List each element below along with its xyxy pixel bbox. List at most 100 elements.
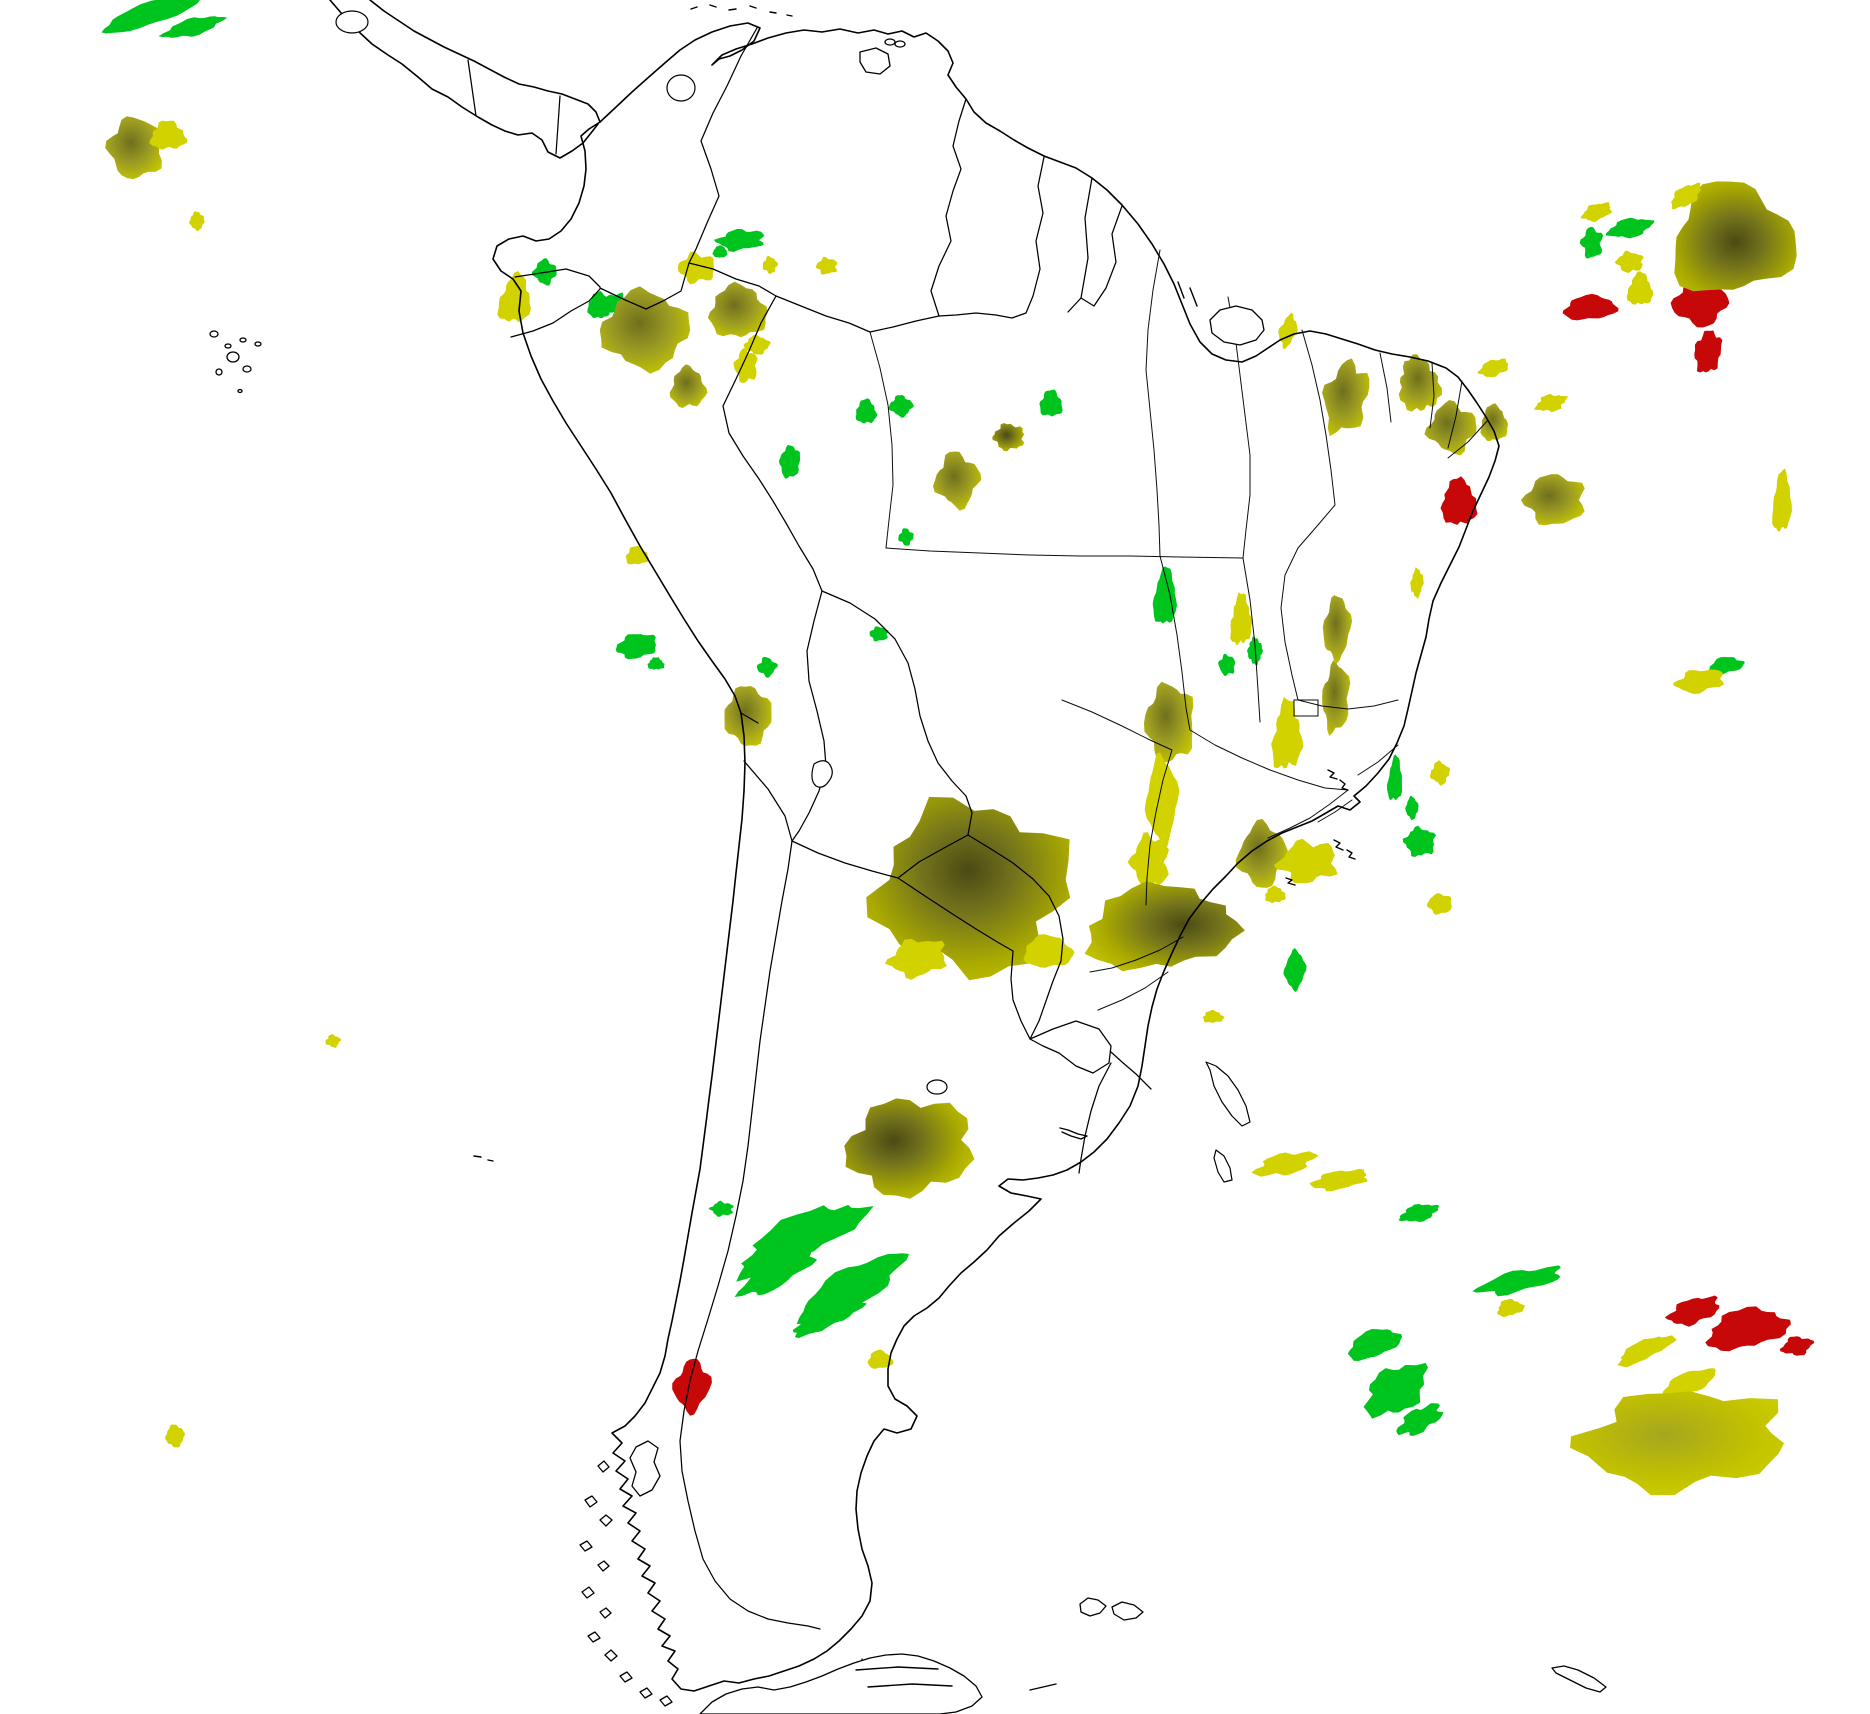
hazard-blob-green-12 [1039, 389, 1063, 417]
hazard-blob-green-30 [793, 1297, 867, 1339]
hazard-blob-yellow-85 [1144, 752, 1180, 848]
hazard-blob-yellow-75 [1230, 592, 1253, 646]
hazard-blob-yellow-66 [1480, 403, 1509, 442]
chiloe-island [629, 1440, 661, 1497]
hazard-blob-red-38 [1694, 330, 1723, 373]
basemap-layer [209, 0, 1607, 1714]
islands [209, 4, 1607, 1714]
hazard-blob-yellow-52 [762, 255, 779, 274]
hazard-blob-yellow-71 [992, 423, 1025, 452]
hazard-blob-yellow-96 [867, 1349, 894, 1369]
hazard-blob-green-11 [778, 444, 801, 479]
state-borders [869, 249, 1489, 1011]
hazard-blob-green-8 [1579, 226, 1604, 259]
hazard-blob-yellow-64 [1424, 400, 1477, 456]
hazard-blob-yellow-82 [866, 796, 1071, 981]
san-felix-specks [473, 1155, 494, 1162]
hazard-blob-yellow-92 [1427, 893, 1452, 915]
hazard-blob-yellow-54 [497, 271, 531, 323]
hazard-blob-yellow-103 [165, 1424, 185, 1448]
hazard-blob-green-7 [1605, 217, 1655, 239]
hazard-blob-green-21 [1387, 754, 1403, 801]
lake-nicaragua [335, 10, 369, 34]
hazard-blob-green-9 [855, 398, 878, 424]
hazard-blob-yellow-68 [1520, 474, 1585, 526]
costa-rica-panama-border [467, 59, 477, 117]
hazard-blob-yellow-65 [1477, 358, 1508, 378]
hazard-blob-red-39 [1440, 476, 1478, 525]
hazard-blob-green-2 [713, 228, 765, 252]
galapagos-islands [209, 330, 262, 394]
hazard-blob-yellow-60 [669, 364, 708, 408]
hazard-blob-yellow-63 [1398, 354, 1442, 412]
hazard-blob-red-37 [1670, 278, 1730, 328]
tierra-del-fuego [699, 1653, 983, 1714]
hazard-blob-green-0 [101, 0, 200, 34]
hazard-blob-yellow-87 [1084, 881, 1245, 972]
lagoa-mirim [1213, 1149, 1233, 1183]
hazard-blob-green-25 [1283, 948, 1307, 992]
central-america-pacific-coast [329, 0, 599, 159]
central-america-caribbean-coast [369, 0, 601, 123]
hazard-blob-green-14 [615, 634, 656, 660]
hazard-blob-green-3 [712, 245, 728, 258]
hazard-blob-yellow-69 [1772, 468, 1792, 532]
hazard-blob-yellow-72 [625, 545, 650, 565]
hazard-blob-yellow-93 [1202, 1009, 1225, 1023]
panama-border-tick [555, 95, 561, 155]
hazard-overlay-layer [101, 0, 1815, 1496]
lake-maracaibo [666, 74, 696, 102]
hazard-blob-green-35 [1396, 1403, 1444, 1436]
hazard-blob-yellow-102 [1497, 1298, 1525, 1318]
hazard-blob-yellow-98 [1309, 1168, 1368, 1192]
hazard-blob-yellow-88 [1235, 818, 1288, 888]
hazard-blob-yellow-78 [1271, 697, 1304, 769]
distrito-federal-outline [1293, 699, 1319, 717]
hazard-blob-yellow-95 [844, 1098, 975, 1199]
hazard-blob-yellow-53 [815, 256, 838, 275]
lagoa-dos-patos [1205, 1061, 1251, 1127]
hazard-blob-green-31 [1398, 1204, 1440, 1222]
country-borders [510, 27, 1152, 1714]
lakes [666, 74, 1251, 1183]
hazard-blob-yellow-49 [1671, 182, 1701, 210]
hazard-blob-green-13 [898, 528, 914, 546]
hazard-blob-yellow-70 [932, 451, 982, 511]
hazard-blob-yellow-99 [1617, 1335, 1677, 1368]
magellan-strait-lines [855, 1666, 953, 1688]
hazard-blob-yellow-44 [105, 116, 164, 180]
hazard-blob-green-32 [1472, 1265, 1561, 1297]
marajo-island [1209, 305, 1265, 346]
patagonia-fjord-islets [579, 1460, 673, 1707]
hazard-blob-yellow-83 [885, 938, 947, 980]
falkland-west [1079, 1597, 1107, 1617]
hazard-blob-yellow-61 [1278, 312, 1298, 350]
hazard-blob-red-42 [1705, 1306, 1791, 1352]
hazard-blob-yellow-45 [149, 120, 188, 150]
hazard-blob-red-41 [1664, 1295, 1720, 1327]
isla-de-los-estados [1029, 1683, 1057, 1691]
hazard-blob-yellow-77 [1322, 660, 1351, 736]
hazard-blob-yellow-91 [1430, 760, 1450, 786]
hazard-blob-yellow-67 [1533, 393, 1569, 413]
hazard-blob-green-6 [587, 290, 611, 319]
caribbean-island-specks [690, 4, 906, 75]
hazard-blob-yellow-57 [707, 281, 768, 338]
hazard-blob-yellow-48 [1674, 181, 1797, 292]
hazard-blob-green-22 [1405, 795, 1419, 820]
trinidad-island [859, 47, 891, 75]
hazard-blob-yellow-51 [1626, 271, 1653, 305]
hazard-blob-yellow-80 [1673, 669, 1725, 694]
hazard-blob-yellow-56 [678, 251, 714, 285]
hazard-blob-green-18 [1152, 566, 1177, 624]
lake-titicaca [811, 760, 833, 788]
hazard-blob-yellow-55 [599, 286, 691, 374]
hazard-blob-yellow-97 [1251, 1151, 1319, 1177]
hazard-blob-green-15 [647, 657, 665, 670]
amazon-channels [1177, 281, 1198, 307]
hazard-blob-yellow-90 [1265, 885, 1286, 904]
south-georgia-island [1551, 1665, 1607, 1693]
hazard-blob-yellow-74 [1144, 681, 1194, 763]
